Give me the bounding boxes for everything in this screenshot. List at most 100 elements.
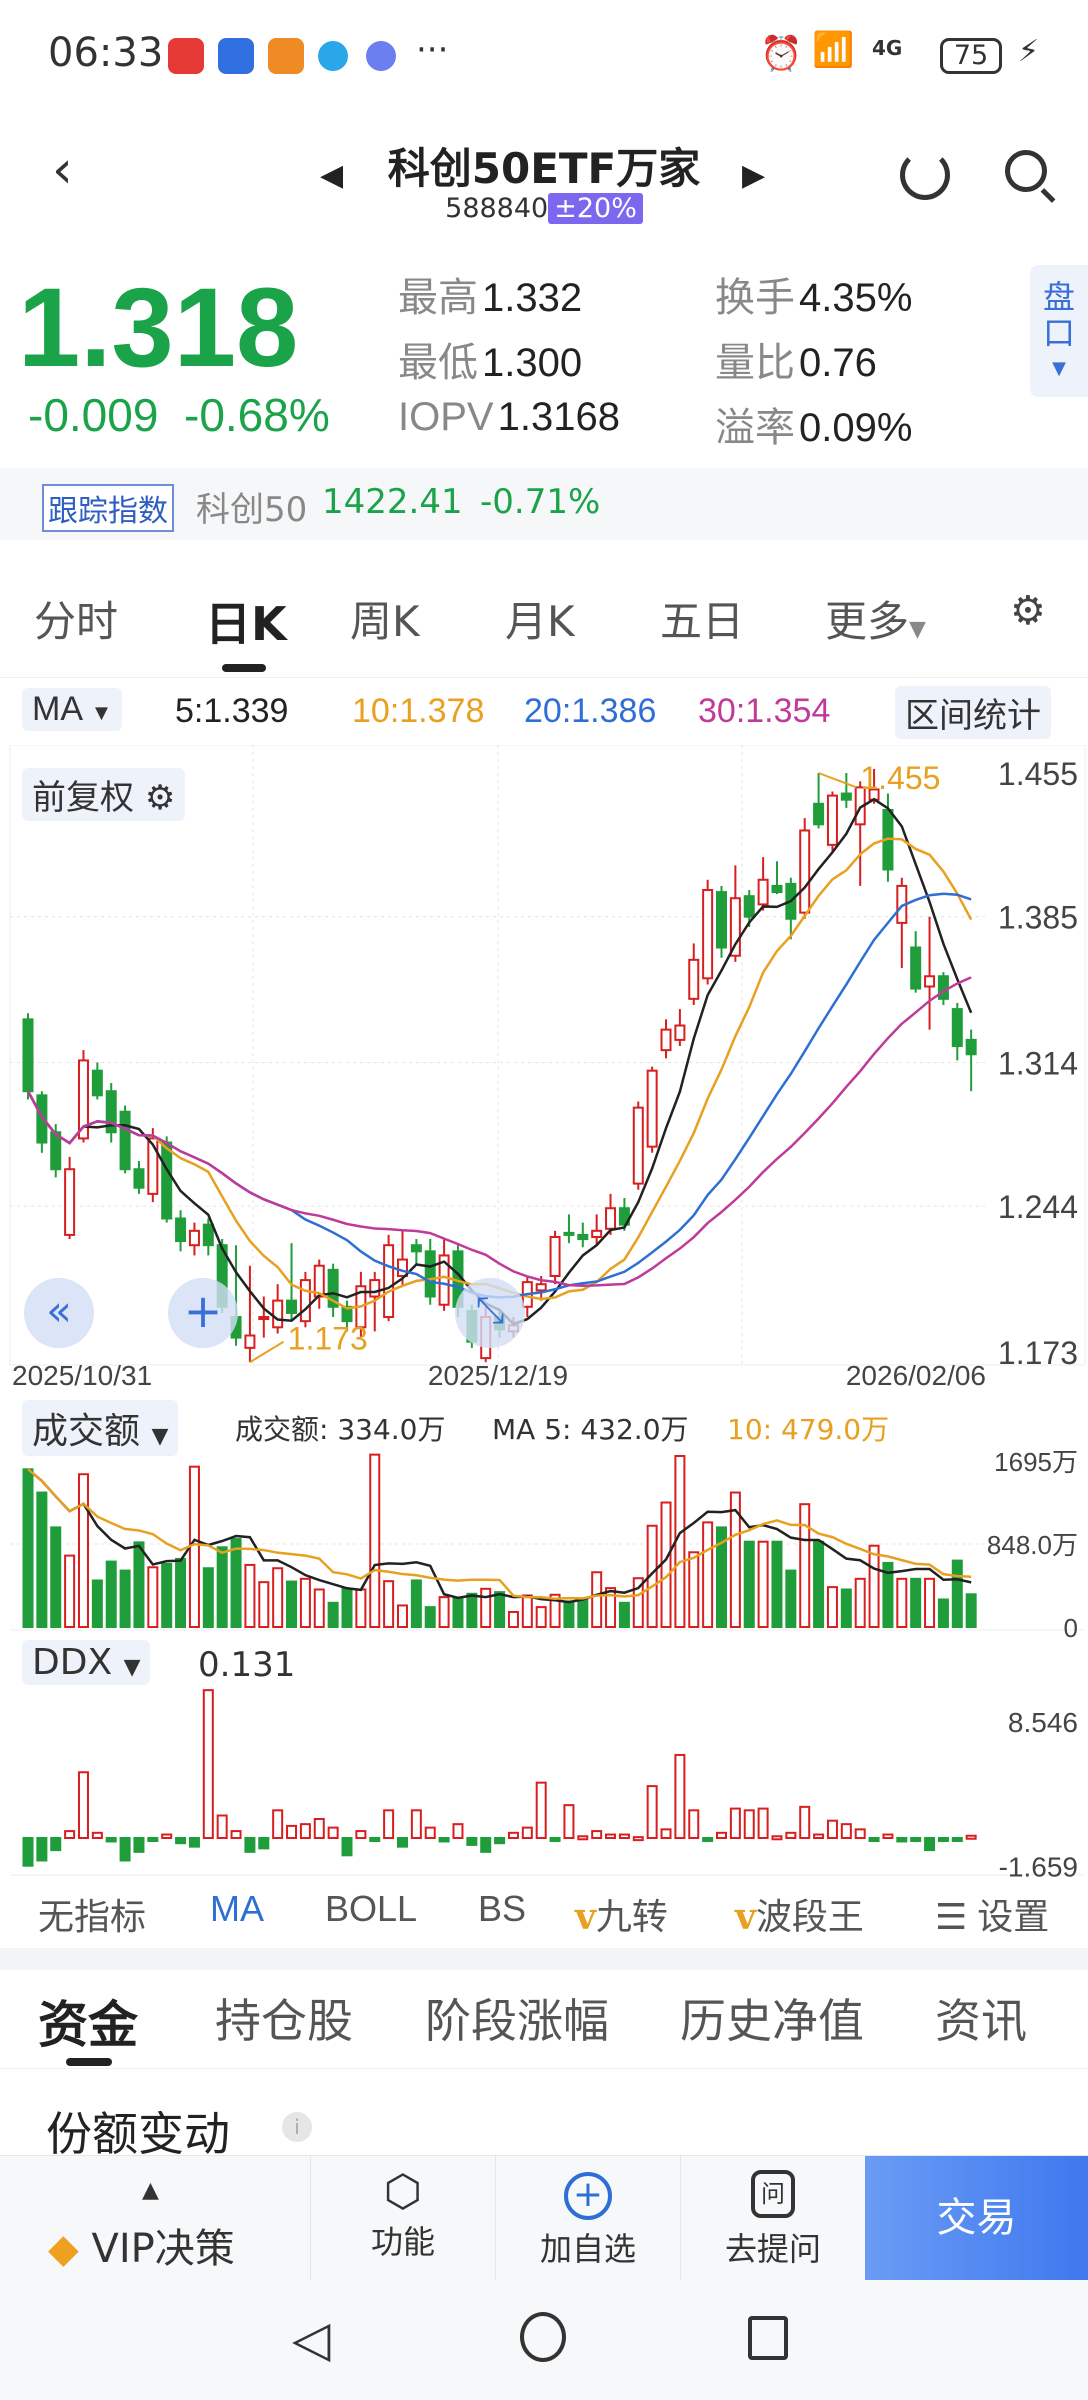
ddx-bar — [216, 1814, 228, 1839]
adjust-mode-button[interactable]: 前复权 ⚙ — [22, 768, 186, 821]
min-marker-line — [249, 1340, 285, 1364]
volume-bar — [757, 1540, 769, 1628]
prev-stock-button[interactable]: ◀ — [320, 158, 344, 193]
indicator-bs[interactable]: BS — [478, 1888, 527, 1929]
volume-bar — [64, 1554, 76, 1628]
next-stock-button[interactable]: ▶ — [742, 158, 766, 193]
search-icon[interactable] — [1005, 150, 1056, 203]
scroll-left-button[interactable]: « — [24, 1278, 94, 1348]
ddx-bar — [771, 1835, 783, 1841]
tab-holdings[interactable]: 持仓股 — [215, 1994, 353, 2048]
back-button[interactable]: ‹ — [52, 140, 73, 200]
ask-question-button[interactable]: 问去提问 — [680, 2156, 865, 2281]
ddx-bar — [549, 1837, 561, 1842]
indicator-wave-king[interactable]: v波段王 — [735, 1896, 864, 1938]
tab-period-change[interactable]: 阶段涨幅 — [425, 1994, 609, 2048]
vip-v-icon: v — [575, 1896, 596, 1938]
last-price: 1.318 — [18, 265, 299, 390]
volume-bar — [91, 1579, 103, 1628]
nav-home-icon[interactable] — [520, 2312, 566, 2362]
tab-daily-k[interactable]: 日K — [205, 597, 287, 651]
tab-funds[interactable]: 资金 — [38, 1996, 138, 2054]
volume-ma5-readout: MA 5: 432.0万 — [492, 1413, 689, 1446]
tab-monthly-k[interactable]: 月K — [505, 597, 575, 646]
volume-axis-label: 0 — [1064, 1613, 1078, 1640]
ddx-bar — [355, 1830, 367, 1840]
ddx-bar — [480, 1837, 492, 1853]
candle — [591, 1229, 603, 1238]
candle — [438, 1254, 450, 1306]
tracking-index-name: 科创50 — [196, 490, 308, 530]
ddx-bar — [868, 1837, 880, 1842]
nav-back-icon[interactable]: ◁ — [292, 2310, 331, 2368]
vip-decision-button[interactable]: ▲ ◆ VIP决策 — [48, 2178, 235, 2272]
volume-chart[interactable]: 1695万 848.0万 0 — [0, 1450, 1088, 1640]
chart-settings-gear-icon[interactable]: ⚙ — [1010, 588, 1046, 634]
nav-recents-icon[interactable] — [748, 2316, 788, 2360]
candle — [771, 884, 783, 894]
candle — [618, 1207, 630, 1226]
volume-bar — [230, 1538, 242, 1628]
indicator-none[interactable]: 无指标 — [38, 1896, 147, 1937]
volume-bar — [854, 1577, 866, 1629]
fullscreen-icon[interactable]: ⤡ — [455, 1278, 525, 1348]
candle — [660, 1028, 672, 1052]
indicator-boll[interactable]: BOLL — [325, 1888, 418, 1929]
candlestick-chart[interactable]: 1.455 1.385 1.314 1.244 1.173 2025/10/31 2025/… — [0, 745, 1088, 1395]
volume-bar — [605, 1587, 617, 1629]
ddx-bar — [785, 1831, 797, 1839]
ddx-bar — [535, 1781, 547, 1839]
browser-icon — [318, 41, 348, 71]
candle — [688, 958, 700, 1000]
tab-nav-history[interactable]: 历史净值 — [680, 1994, 864, 2048]
range-stats-button[interactable]: 区间统计 — [895, 686, 1051, 739]
section-title: 份额变动 — [46, 2107, 230, 2161]
zoom-in-button[interactable]: + — [168, 1278, 238, 1348]
volume-bar — [452, 1597, 464, 1629]
candle — [799, 829, 811, 914]
ddx-bar — [424, 1826, 436, 1839]
order-book-button[interactable]: 盘口 ▼ — [1030, 265, 1088, 397]
ddx-bar — [743, 1809, 755, 1840]
ddx-bar — [91, 1831, 103, 1839]
tab-five-day[interactable]: 五日 — [660, 597, 745, 646]
tab-weekly-k[interactable]: 周K — [350, 597, 420, 646]
volume-bar — [521, 1594, 533, 1628]
tab-intraday[interactable]: 分时 — [34, 597, 119, 646]
candle — [244, 1334, 256, 1349]
trade-button[interactable]: 交易 — [865, 2156, 1088, 2281]
info-icon[interactable]: i — [282, 2112, 312, 2142]
more-notifications: ··· — [416, 30, 449, 70]
tracking-index-row[interactable]: 跟踪指数 科创50 1422.41 -0.71% — [0, 468, 1088, 540]
candle — [258, 1316, 270, 1321]
ddx-bar — [716, 1831, 727, 1839]
candle — [22, 1018, 34, 1093]
indicator-nine-turn[interactable]: v九转 — [575, 1896, 668, 1938]
ddx-chart[interactable]: 8.546 -1.659 — [0, 1680, 1088, 1880]
ddx-bar — [924, 1837, 936, 1852]
volume-bar — [327, 1601, 339, 1628]
ddx-bar — [230, 1830, 242, 1840]
ddx-bar — [466, 1837, 478, 1846]
plus-circle-icon: + — [564, 2172, 612, 2220]
ma20-value: 20:1.386 — [524, 692, 657, 730]
ddx-bar — [951, 1837, 963, 1842]
tab-news[interactable]: 资讯 — [935, 1994, 1027, 2048]
volume-indicator-selector[interactable]: 成交额 ▼ — [22, 1400, 179, 1456]
stat-iopv: IOPV 1.3168 — [398, 395, 620, 439]
refresh-icon[interactable] — [900, 150, 950, 200]
volume-bar — [868, 1544, 880, 1628]
ma-selector[interactable]: MA ▼ — [22, 688, 123, 731]
indicator-settings[interactable]: ☰ 设置 — [935, 1896, 1050, 1937]
volume-bar — [480, 1587, 492, 1629]
indicator-ma[interactable]: MA — [210, 1888, 264, 1929]
ddx-indicator-selector[interactable]: DDX ▼ — [22, 1640, 151, 1685]
functions-button[interactable]: ⬡ 功能 — [310, 2156, 495, 2281]
add-watchlist-button[interactable]: + 加自选 — [495, 2156, 680, 2281]
app-notification-icon — [268, 38, 304, 74]
bottom-action-bar: ▲ ◆ VIP决策 ⬡ 功能 + 加自选 问去提问 交易 — [0, 2155, 1088, 2281]
max-marker-line — [818, 772, 857, 789]
ddx-bar — [577, 1835, 589, 1841]
candle — [383, 1244, 395, 1319]
tab-more[interactable]: 更多▼ — [825, 597, 926, 646]
